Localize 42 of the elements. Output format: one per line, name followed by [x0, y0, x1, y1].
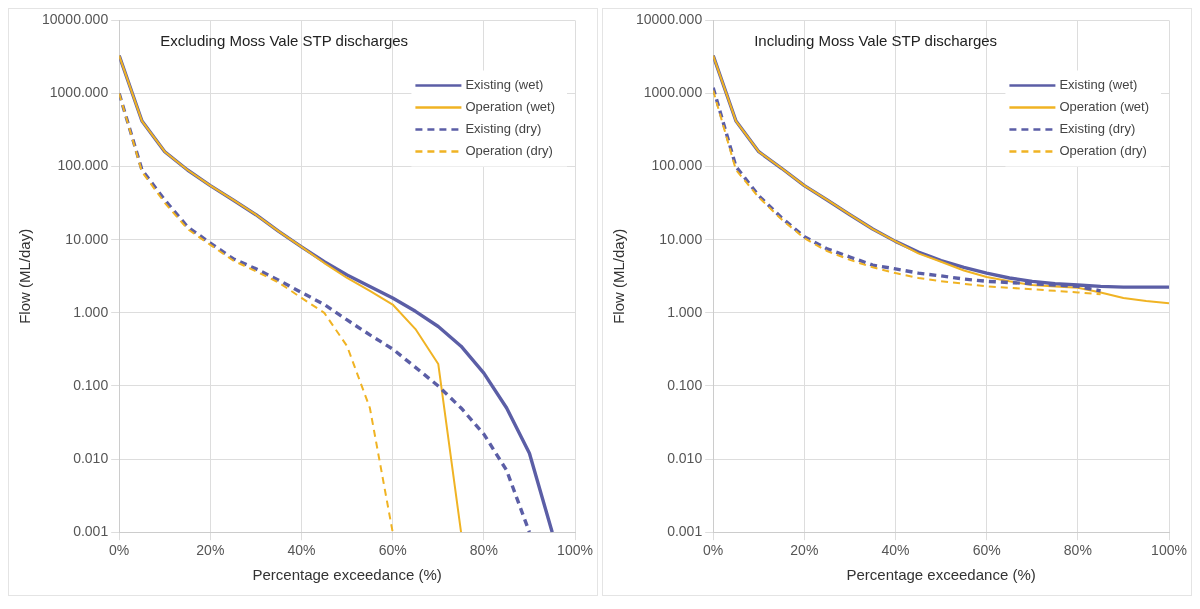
- x-tick-label: 100%: [557, 542, 593, 559]
- x-axis-title: Percentage exceedance (%): [252, 566, 442, 584]
- y-tick-label: 100.000: [651, 157, 703, 174]
- x-tick-label: 20%: [196, 542, 225, 559]
- y-tick-label: 1.000: [667, 303, 703, 320]
- legend-label: Existing (dry): [1059, 120, 1136, 136]
- y-axis-title: Flow (ML/day): [16, 228, 34, 324]
- x-tick-label: 80%: [469, 542, 498, 559]
- x-tick-label: 20%: [790, 542, 819, 559]
- y-tick-label: 0.100: [73, 376, 109, 393]
- y-tick-label: 10000.000: [635, 11, 703, 28]
- y-tick-label: 10.000: [659, 230, 703, 247]
- legend-label: Operation (dry): [465, 142, 553, 158]
- y-tick-label: 100.000: [57, 157, 109, 174]
- y-tick-label: 1000.000: [49, 84, 109, 101]
- y-tick-label: 0.001: [667, 523, 703, 540]
- y-tick-label: 0.010: [73, 449, 109, 466]
- x-tick-label: 0%: [109, 542, 130, 559]
- legend-label: Operation (wet): [1059, 98, 1149, 114]
- x-tick-label: 100%: [1151, 542, 1187, 559]
- x-tick-label: 80%: [1063, 542, 1092, 559]
- x-axis-title: Percentage exceedance (%): [846, 566, 1036, 584]
- x-tick-label: 0%: [703, 542, 724, 559]
- text: Including Moss Vale STP discharges: [754, 32, 998, 50]
- y-axis-title: Flow (ML/day): [610, 228, 628, 324]
- text: Excluding Moss Vale STP discharges: [160, 32, 409, 50]
- legend-label: Operation (wet): [465, 98, 555, 114]
- legend-label: Existing (wet): [465, 76, 544, 92]
- y-tick-label: 0.001: [73, 523, 109, 540]
- x-tick-label: 60%: [972, 542, 1001, 559]
- y-tick-label: 0.100: [667, 376, 703, 393]
- legend-label: Existing (wet): [1059, 76, 1138, 92]
- y-tick-label: 10000.000: [41, 11, 109, 28]
- y-tick-label: 1000.000: [643, 84, 703, 101]
- y-tick-label: 1.000: [73, 303, 109, 320]
- x-tick-label: 40%: [881, 542, 910, 559]
- legend-label: Operation (dry): [1059, 142, 1147, 158]
- y-tick-label: 0.010: [667, 449, 703, 466]
- y-tick-label: 10.000: [65, 230, 109, 247]
- x-tick-label: 60%: [378, 542, 407, 559]
- x-tick-label: 40%: [287, 542, 316, 559]
- legend-label: Existing (dry): [465, 120, 542, 136]
